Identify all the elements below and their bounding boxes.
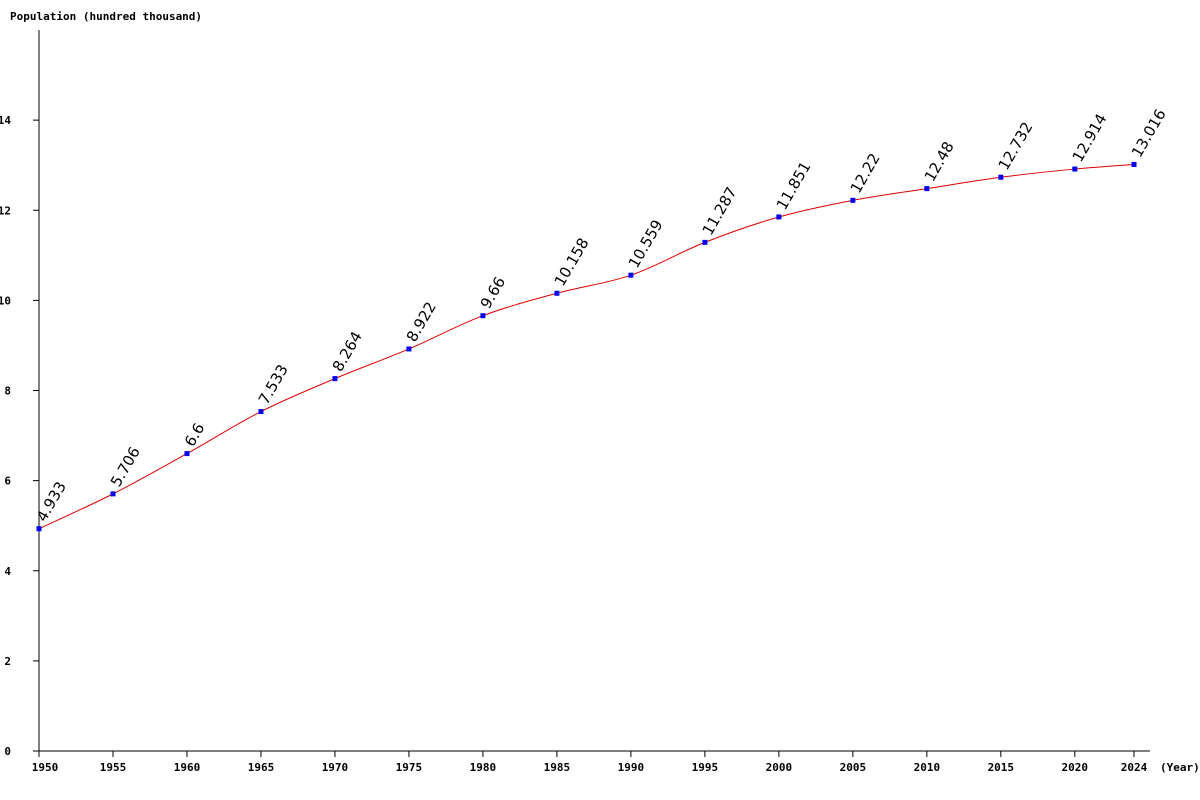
y-tick-label: 8 [4, 385, 11, 398]
data-label: 11.851 [773, 158, 815, 212]
data-point [924, 186, 930, 192]
x-tick-label: 1995 [692, 761, 719, 774]
data-label: 10.158 [551, 235, 593, 289]
x-tick-label: 1985 [544, 761, 571, 774]
x-tick-label: 2010 [914, 761, 941, 774]
data-label: 5.706 [107, 444, 144, 490]
y-axis-ticks: 0 2 4 6 8 10 12 14 [0, 114, 39, 758]
data-label: 12.732 [995, 119, 1037, 173]
series-line [38, 163, 1135, 530]
data-point [628, 272, 634, 278]
data-point [258, 409, 264, 415]
data-point [998, 174, 1004, 180]
data-label: 13.016 [1128, 106, 1170, 160]
x-tick-label: 1990 [618, 761, 645, 774]
x-tick-label: 1975 [396, 761, 423, 774]
y-tick-label: 0 [4, 745, 11, 758]
x-tick-label: 1965 [248, 761, 275, 774]
x-tick-label: 2000 [766, 761, 793, 774]
data-label: 11.287 [699, 184, 741, 238]
data-label: 7.533 [255, 361, 292, 407]
x-axis-ticks: 1950 1955 1960 1965 1970 1975 1980 1985 1990 1995… [32, 751, 1148, 774]
data-point [776, 214, 782, 220]
x-tick-label: 1970 [322, 761, 349, 774]
data-point [110, 491, 116, 497]
data-label: 9.66 [477, 274, 509, 312]
x-tick-label: 1950 [32, 761, 59, 774]
data-label: 12.914 [1069, 111, 1111, 165]
data-point [1072, 166, 1078, 172]
data-label: 4.933 [33, 479, 70, 525]
data-point [480, 313, 486, 319]
y-tick-label: 6 [4, 475, 11, 488]
data-point [850, 197, 856, 203]
x-axis-label: (Year) [1160, 761, 1200, 774]
y-tick-label: 2 [4, 655, 11, 668]
x-tick-label: 1955 [100, 761, 127, 774]
data-label: 12.48 [921, 138, 958, 184]
y-tick-label: 4 [4, 565, 11, 578]
data-point [702, 239, 708, 245]
data-point [1131, 161, 1137, 167]
data-points [36, 161, 1137, 532]
data-label: 8.264 [329, 328, 366, 374]
data-label: 12.22 [847, 150, 884, 196]
data-point [554, 290, 560, 296]
data-label: 6.6 [181, 420, 209, 450]
x-tick-label: 1980 [470, 761, 497, 774]
data-point [36, 526, 42, 532]
data-point [406, 346, 412, 352]
data-label: 8.922 [403, 299, 440, 345]
data-point [184, 451, 190, 457]
x-tick-label: 2015 [988, 761, 1015, 774]
x-tick-label: 2005 [840, 761, 867, 774]
x-tick-label: 2020 [1062, 761, 1089, 774]
y-tick-label: 12 [0, 204, 11, 217]
y-axis-label: Population (hundred thousand) [10, 10, 202, 23]
y-tick-label: 10 [0, 294, 11, 307]
x-tick-label: 1960 [174, 761, 201, 774]
y-tick-label: 14 [0, 114, 11, 127]
data-point [332, 376, 338, 382]
x-tick-label: 2024 [1121, 761, 1148, 774]
